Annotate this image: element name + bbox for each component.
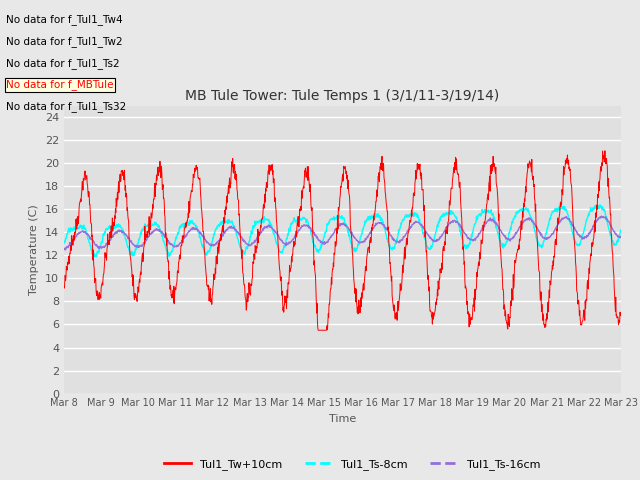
Tul1_Ts-8cm xyxy=(184,220,192,226)
Tul1_Ts-16cm xyxy=(246,243,254,249)
Tul1_Ts-8cm xyxy=(551,206,559,212)
Line: Tul1_Ts-16cm: Tul1_Ts-16cm xyxy=(64,216,621,250)
Tul1_Ts-16cm xyxy=(551,228,559,233)
Tul1_Tw+10cm xyxy=(617,310,625,315)
Text: No data for f_Tul1_Tw2: No data for f_Tul1_Tw2 xyxy=(6,36,123,47)
Tul1_Ts-16cm xyxy=(502,235,509,241)
Tul1_Tw+10cm xyxy=(601,148,609,154)
X-axis label: Time: Time xyxy=(329,414,356,424)
Tul1_Ts-8cm xyxy=(502,241,509,247)
Tul1_Ts-8cm xyxy=(165,254,173,260)
Text: No data for f_Tul1_Ts32: No data for f_Tul1_Ts32 xyxy=(6,101,127,112)
Title: MB Tule Tower: Tule Temps 1 (3/1/11-3/19/14): MB Tule Tower: Tule Temps 1 (3/1/11-3/19… xyxy=(185,89,500,103)
Text: No data for f_Tul1_Tw4: No data for f_Tul1_Tw4 xyxy=(6,14,123,25)
Tul1_Ts-16cm xyxy=(184,230,191,236)
Tul1_Tw+10cm xyxy=(429,316,437,322)
Text: No data for f_MBTule: No data for f_MBTule xyxy=(6,79,114,90)
Tul1_Ts-16cm xyxy=(429,238,436,244)
Tul1_Ts-16cm xyxy=(170,244,178,250)
Tul1_Tw+10cm xyxy=(170,301,178,307)
Y-axis label: Temperature (C): Temperature (C) xyxy=(29,204,39,295)
Tul1_Ts-8cm xyxy=(60,240,68,246)
Line: Tul1_Tw+10cm: Tul1_Tw+10cm xyxy=(64,151,621,330)
Tul1_Tw+10cm xyxy=(502,317,509,323)
Text: No data for f_Tul1_Ts2: No data for f_Tul1_Ts2 xyxy=(6,58,120,69)
Tul1_Ts-8cm xyxy=(596,202,604,208)
Tul1_Tw+10cm xyxy=(551,239,559,245)
Legend: Tul1_Tw+10cm, Tul1_Ts-8cm, Tul1_Ts-16cm: Tul1_Tw+10cm, Tul1_Ts-8cm, Tul1_Ts-16cm xyxy=(159,455,545,474)
Tul1_Tw+10cm xyxy=(60,285,68,290)
Tul1_Tw+10cm xyxy=(184,215,191,220)
Tul1_Tw+10cm xyxy=(246,292,254,298)
Tul1_Ts-16cm xyxy=(60,247,68,252)
Line: Tul1_Ts-8cm: Tul1_Ts-8cm xyxy=(64,205,621,257)
Tul1_Tw+10cm xyxy=(314,327,322,333)
Tul1_Ts-16cm xyxy=(598,213,605,219)
Tul1_Ts-8cm xyxy=(617,227,625,233)
Tul1_Ts-8cm xyxy=(429,239,437,245)
Tul1_Ts-8cm xyxy=(246,234,254,240)
Tul1_Ts-8cm xyxy=(171,241,179,247)
Tul1_Ts-16cm xyxy=(617,235,625,240)
